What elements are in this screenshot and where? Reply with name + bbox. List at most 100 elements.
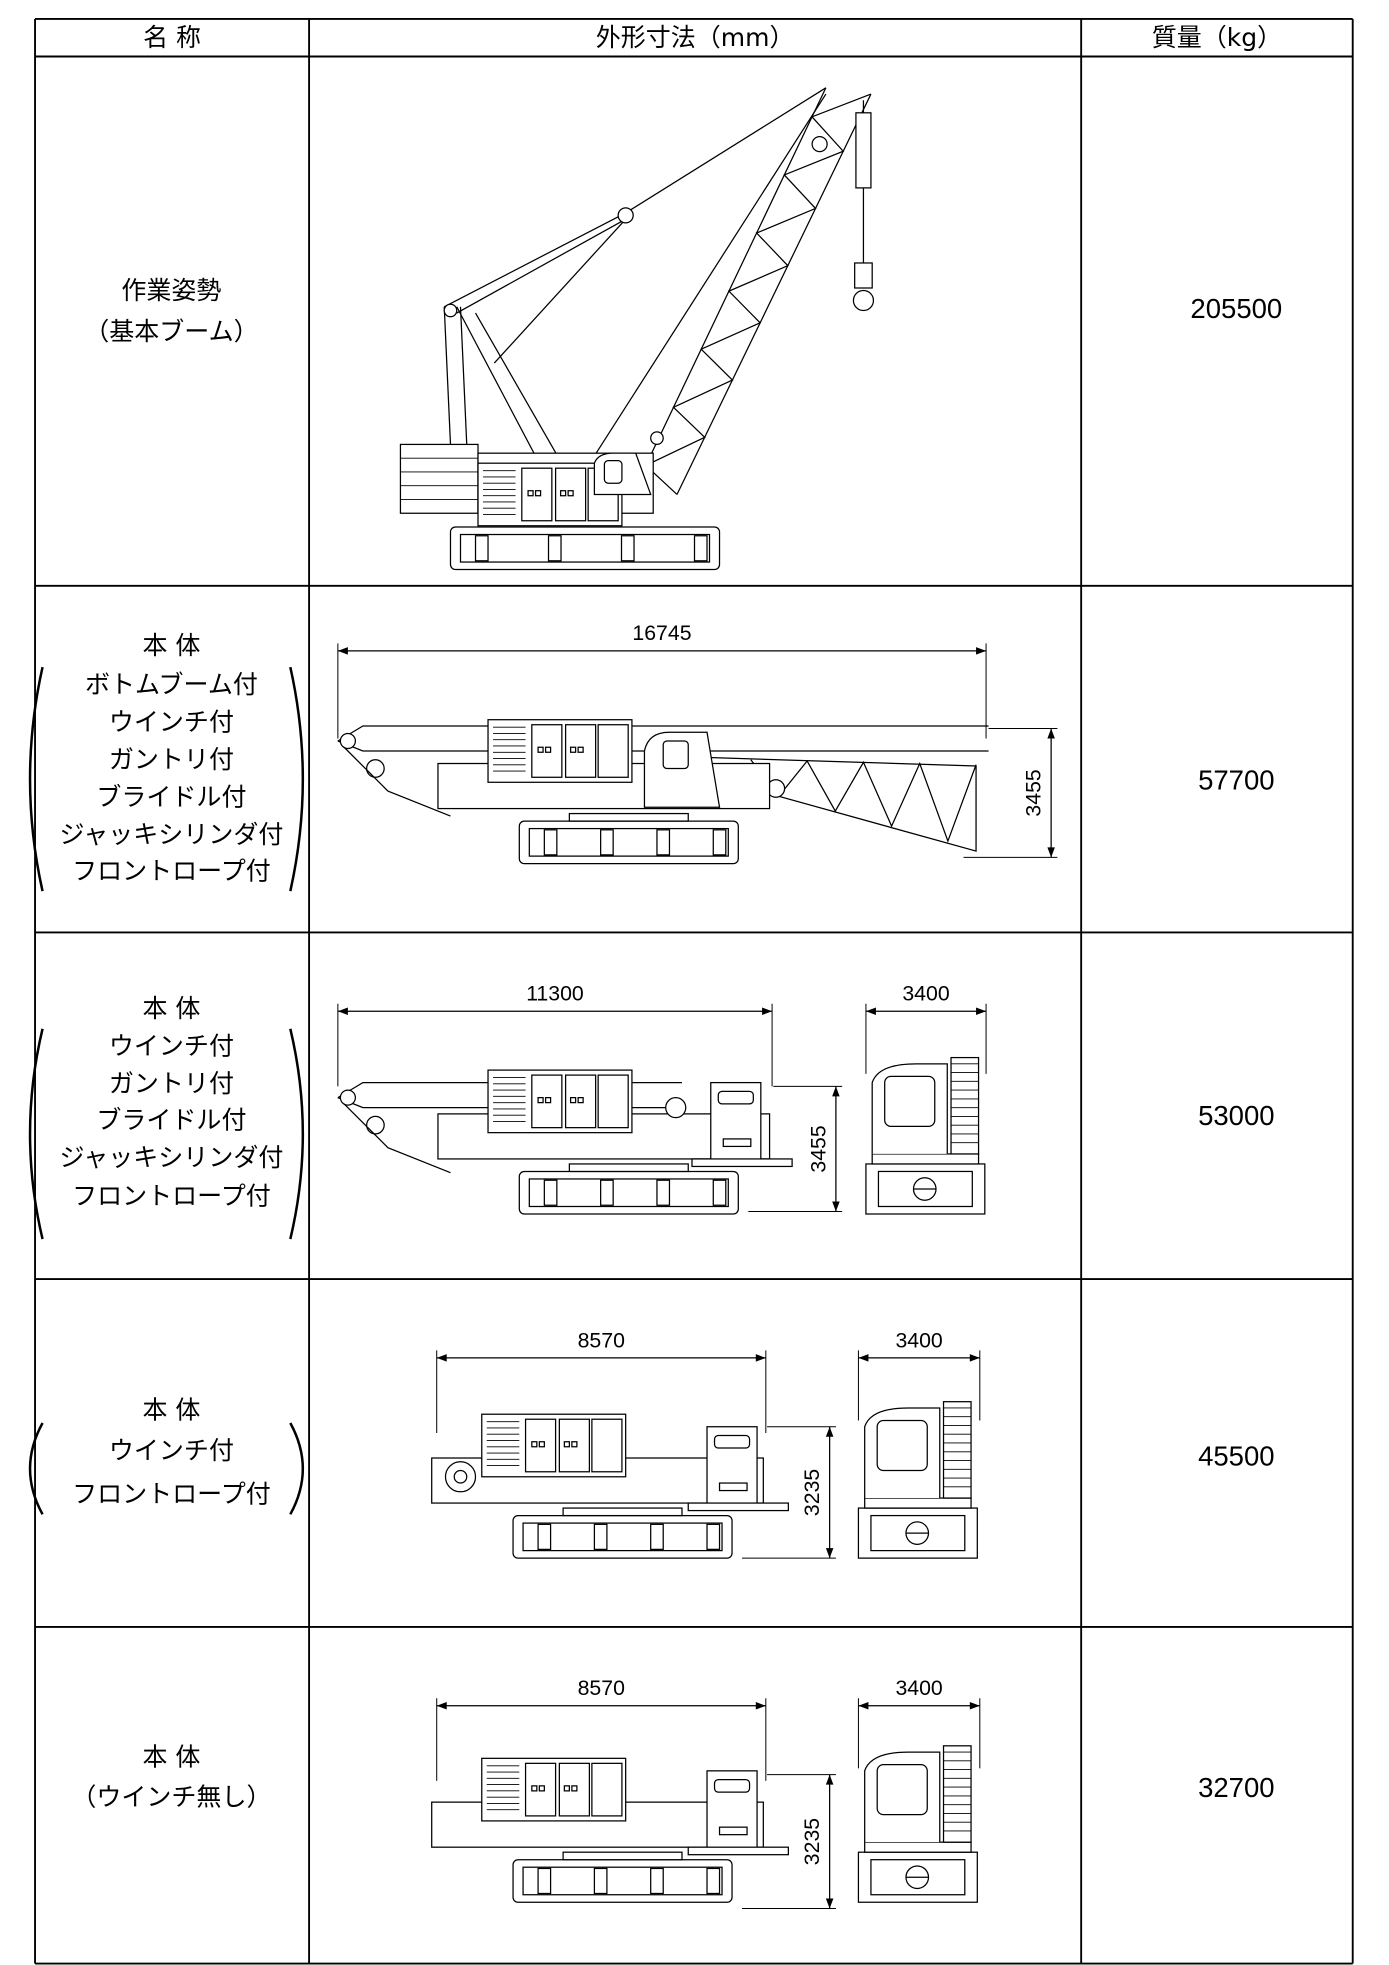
arrow	[337, 647, 348, 655]
drawing-circle	[443, 303, 458, 318]
dimension: 3455	[963, 727, 1058, 858]
drawing-rect	[687, 1502, 789, 1512]
drawing-rect	[569, 746, 577, 753]
drawing-rect	[531, 1441, 538, 1448]
name-line: ウインチ付	[109, 707, 234, 736]
dimension: 3400	[865, 982, 987, 1074]
dimension: 11300	[337, 982, 773, 1087]
name-line: ブライドル付	[96, 783, 246, 812]
mass-value: 205500	[1190, 293, 1282, 324]
dimension: 3455	[748, 1085, 843, 1212]
drawing-rect	[650, 1523, 664, 1550]
drawing-rect	[854, 262, 873, 289]
drawing-rect	[864, 1497, 972, 1509]
drawing-rect	[662, 740, 689, 770]
drawing-rect	[712, 829, 727, 856]
bracket	[289, 666, 305, 892]
arrow	[865, 1007, 876, 1016]
name-line: （基本ブーム）	[84, 317, 258, 346]
drawing-line	[493, 218, 627, 364]
name-line: ウインチ付	[109, 1436, 234, 1465]
drawing-rect	[591, 1418, 623, 1473]
drawing-rect	[571, 1785, 578, 1792]
name-line: ボトムブーム付	[85, 670, 258, 699]
arrow	[1047, 847, 1055, 858]
drawing-rect	[942, 1401, 972, 1499]
drawing-rect	[569, 1096, 577, 1104]
name-line: 本 体	[142, 631, 200, 660]
drawing-rect	[537, 1523, 552, 1550]
drawing-circle	[339, 1089, 357, 1106]
dimension-label: 3455	[806, 1125, 830, 1172]
drawing-rect	[474, 535, 489, 562]
drawing-rect	[713, 1778, 751, 1793]
dimension: 3400	[857, 1328, 981, 1421]
drawing-rect	[527, 490, 534, 497]
drawing-rect	[600, 829, 614, 856]
drawing-rect	[942, 1745, 972, 1843]
drawing-rect	[522, 1522, 723, 1552]
drawing-rect	[693, 535, 708, 562]
drawing-rect	[871, 1153, 980, 1165]
drawing-rect	[568, 812, 689, 822]
drawing-line	[750, 759, 977, 843]
drawing-rect	[718, 1482, 748, 1492]
drawing-circle	[453, 1469, 468, 1484]
bracket	[289, 1028, 305, 1240]
name-line: 本 体	[142, 1742, 200, 1771]
arrow	[436, 1702, 447, 1710]
name-line: ブライドル付	[96, 1105, 246, 1134]
dimension: 3235	[742, 1426, 836, 1559]
drawing-rect	[876, 1419, 928, 1472]
drawing-rect	[884, 1075, 936, 1128]
name-line: ジャッキシリンダ付	[59, 820, 283, 849]
dimension: 3400	[857, 1676, 981, 1769]
dimension-label: 3455	[1021, 769, 1045, 816]
mass-value: 45500	[1198, 1440, 1275, 1471]
name-line: ジャッキシリンダ付	[59, 1143, 283, 1172]
mass-value: 53000	[1198, 1100, 1275, 1131]
drawing-rect	[593, 1867, 608, 1895]
dimension: 8570	[436, 1676, 767, 1781]
drawing-line	[456, 218, 626, 314]
dimension-label: 3400	[895, 1328, 942, 1352]
drawing-rect	[522, 1866, 723, 1896]
drawing-rect	[537, 1096, 544, 1104]
drawing-rect	[544, 746, 552, 753]
drawing-rect	[593, 1523, 608, 1550]
drawing-line	[443, 306, 452, 445]
dimension-label: 3400	[895, 1676, 942, 1700]
dimension-label: 3235	[800, 1469, 824, 1516]
drawing-rect	[691, 1158, 793, 1168]
drawing-rect	[543, 829, 558, 856]
arrow	[755, 1702, 766, 1710]
drawing-rect	[597, 724, 629, 778]
name-line: 本 体	[142, 994, 200, 1023]
drawing-circle	[366, 1115, 385, 1135]
dimension: 3235	[742, 1774, 836, 1910]
arrow	[858, 1354, 869, 1362]
bracket	[28, 666, 44, 892]
drawing-rect	[547, 535, 562, 562]
drawing-rect	[399, 443, 479, 514]
drawing-line	[644, 93, 872, 495]
drawing-circle	[811, 135, 828, 153]
dimension: 16745	[337, 621, 987, 739]
arrow	[1047, 728, 1055, 739]
drawing-rect	[950, 1056, 980, 1155]
drawing-rect	[876, 1763, 928, 1816]
dimension-label: 11300	[526, 982, 584, 1006]
drawing-rect	[538, 1441, 545, 1448]
header-cell: 外形寸法（mm）	[596, 23, 795, 52]
drawing-rect	[864, 1841, 972, 1853]
arrow	[858, 1702, 869, 1710]
drawing-rect	[571, 1441, 578, 1448]
drawing-rect	[577, 1096, 584, 1104]
drawing-circle	[339, 732, 357, 750]
drawing-line	[676, 93, 872, 495]
arrow	[832, 1201, 840, 1212]
name-line: フロントロープ付	[72, 1182, 271, 1211]
mass-value: 57700	[1198, 765, 1275, 796]
